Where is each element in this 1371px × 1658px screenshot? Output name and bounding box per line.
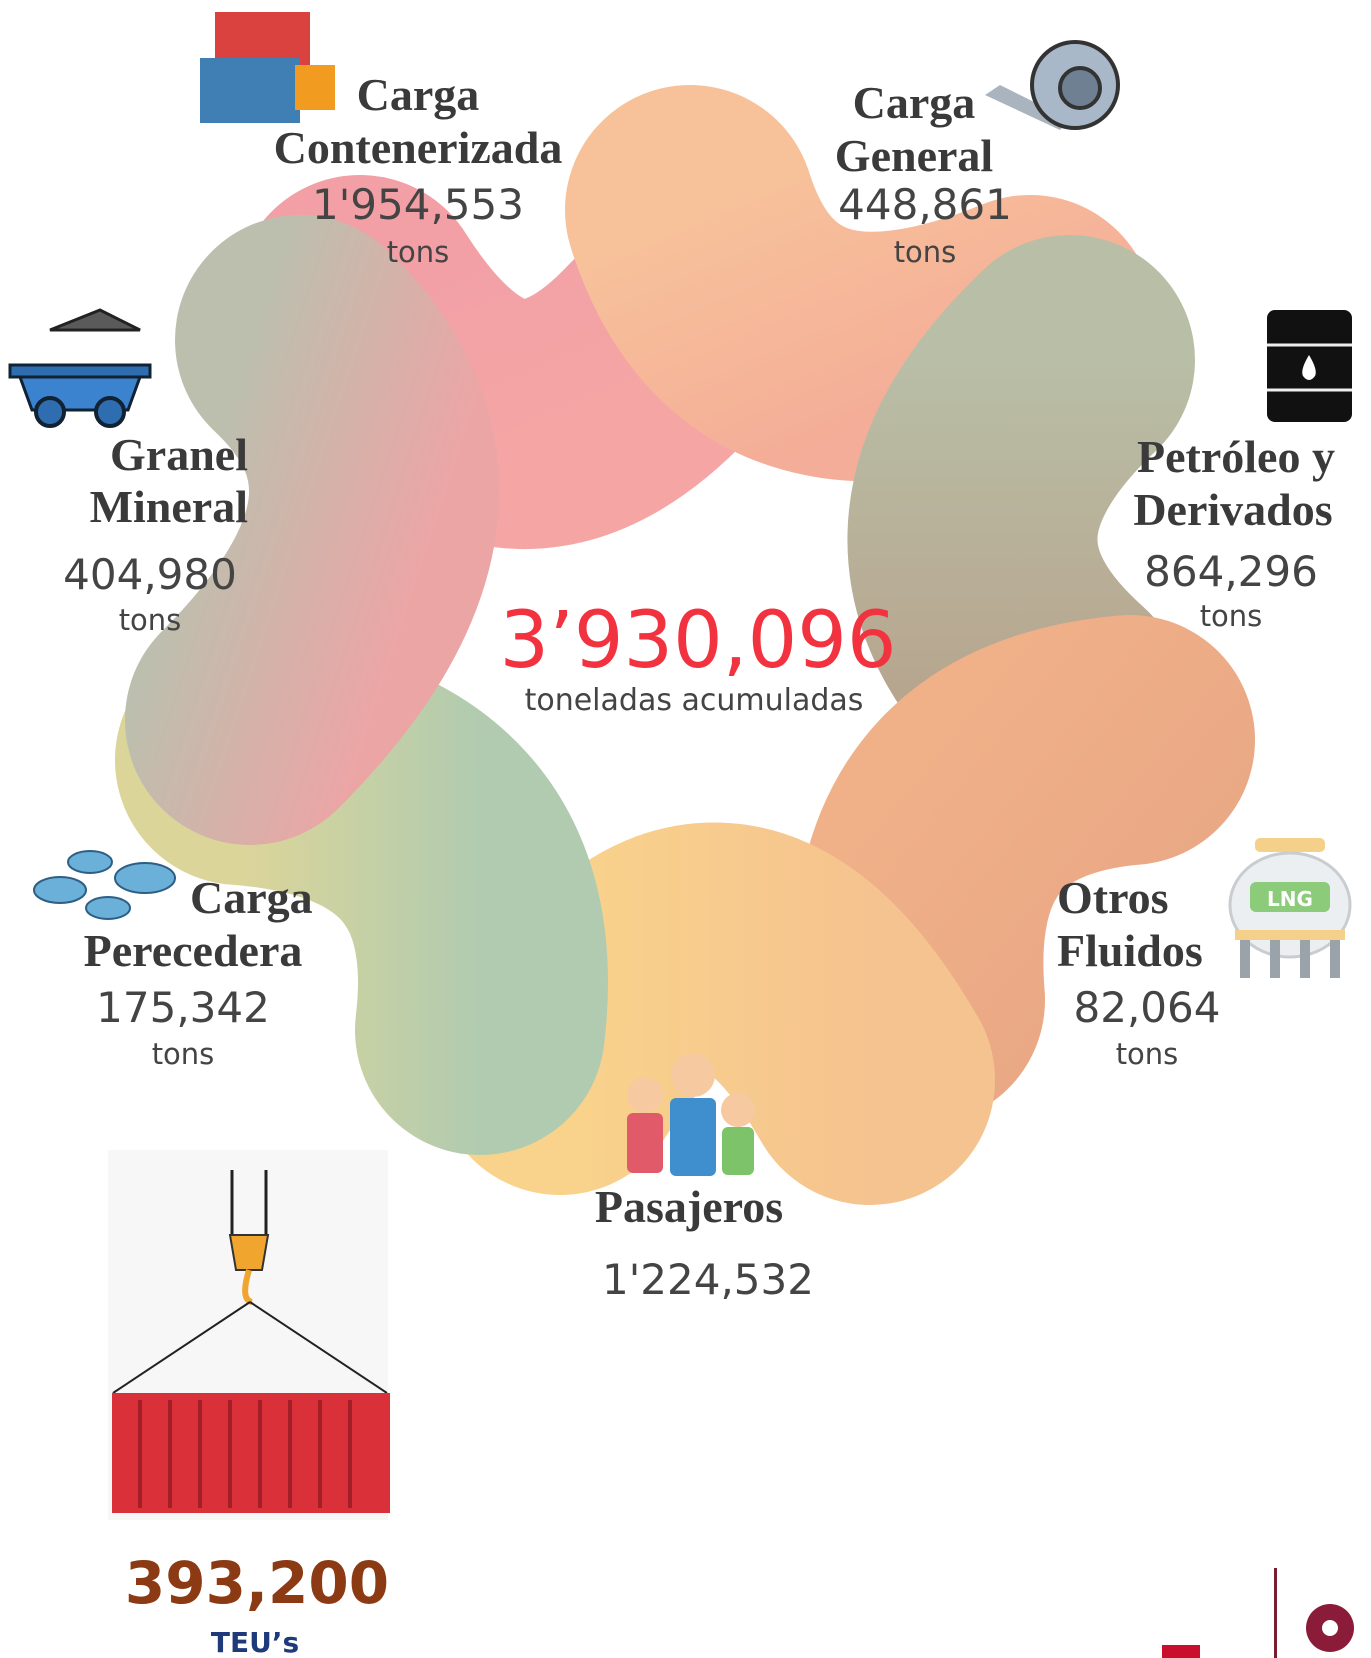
item-value: 82,064: [1074, 983, 1221, 1032]
item-title: Derivados: [1133, 484, 1332, 535]
item-otros: Otros Fluidos 82,064 tons: [1057, 872, 1220, 1071]
teus-value: 393,200: [125, 1549, 389, 1617]
family-icon: [627, 1053, 755, 1176]
lng-tank-icon: LNG: [1228, 838, 1352, 978]
item-title: General: [835, 130, 993, 181]
item-value: 175,342: [96, 983, 270, 1032]
pasajeros: Pasajeros 1'224,532: [595, 1181, 814, 1304]
item-title: Carga: [853, 77, 976, 128]
item-title: Contenerizada: [274, 122, 563, 173]
steel-roll-icon: [985, 40, 1120, 130]
item-title: Fluidos: [1057, 925, 1203, 976]
item-general: Carga General 448,861 tons: [835, 77, 1012, 269]
item-unit: tons: [1116, 1037, 1179, 1071]
fish-icon: [33, 850, 176, 920]
total-value: 3’930,096: [500, 596, 897, 686]
pasajeros-title: Pasajeros: [595, 1181, 783, 1232]
oil-barrel-icon: [1267, 310, 1352, 422]
item-title: Mineral: [90, 481, 248, 532]
pasajeros-value: 1'224,532: [602, 1255, 814, 1304]
item-value: 404,980: [63, 550, 237, 599]
item-perecedera: Carga Perecedera 175,342 tons: [84, 872, 313, 1071]
item-granel: Granel Mineral 404,980 tons: [63, 429, 248, 637]
item-title: Perecedera: [84, 925, 303, 976]
teus: 393,200 TEU’s: [125, 1549, 389, 1658]
item-unit: tons: [119, 603, 182, 637]
petal: [125, 215, 499, 845]
item-contenerizada: Carga Contenerizada 1'954,553 tons: [274, 69, 563, 269]
logo: [1162, 1568, 1354, 1658]
petals: [115, 85, 1255, 1205]
item-value: 448,861: [838, 180, 1012, 229]
mine-cart-icon: [8, 308, 152, 428]
item-petroleo: Petróleo y Derivados 864,296 tons: [1133, 431, 1335, 633]
item-title: Carga: [357, 69, 480, 120]
item-value: 1'954,553: [312, 180, 524, 229]
container-icon: [200, 12, 335, 123]
item-title: Petróleo y: [1137, 431, 1335, 482]
item-unit: tons: [152, 1037, 215, 1071]
crane-container-icon: [108, 1150, 390, 1520]
teus-label: TEU’s: [211, 1626, 299, 1658]
item-unit: tons: [1200, 599, 1263, 633]
total: 3’930,096 toneladas acumuladas: [500, 596, 897, 718]
item-unit: tons: [387, 235, 450, 269]
total-caption: toneladas acumuladas: [525, 683, 864, 718]
svg-text:LNG: LNG: [1267, 887, 1313, 911]
item-value: 864,296: [1144, 547, 1318, 596]
item-title: Carga: [190, 872, 313, 923]
item-title: Otros: [1057, 872, 1169, 923]
item-title: Granel: [110, 429, 248, 480]
item-unit: tons: [894, 235, 957, 269]
